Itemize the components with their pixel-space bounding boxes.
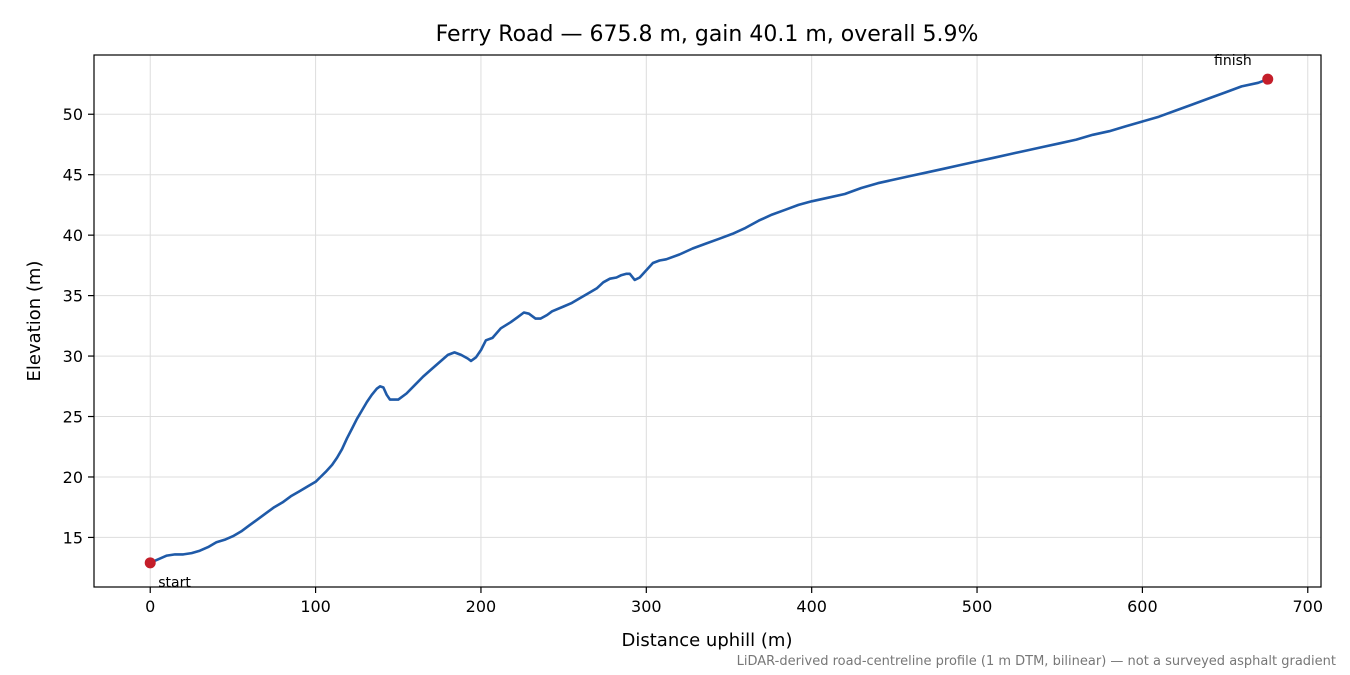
y-tick-label: 40 (63, 226, 83, 245)
axis-ticks: 0 100 200 300 400 500 600 700 15 20 25 30 35 40 45 50 (63, 105, 1323, 616)
y-tick-label: 50 (63, 105, 83, 124)
footnote: LiDAR-derived road-centreline profile (1… (737, 654, 1336, 669)
marker-layer: start finish (144, 53, 1274, 591)
x-tick-label: 100 (300, 597, 331, 616)
y-tick-label: 20 (63, 468, 83, 487)
x-tick-label: 200 (466, 597, 497, 616)
grid-lines (94, 55, 1321, 587)
x-axis-label: Distance uphill (m) (622, 630, 793, 651)
x-tick-label: 0 (145, 597, 155, 616)
x-tick-label: 600 (1127, 597, 1158, 616)
start-label: start (158, 575, 191, 591)
series-layer (148, 77, 1270, 565)
plot-area-frame (93, 54, 1322, 588)
y-tick-label: 25 (63, 408, 83, 427)
x-tick-label: 400 (796, 597, 827, 616)
y-tick-label: 45 (63, 166, 83, 185)
x-tick-label: 300 (631, 597, 662, 616)
start-marker (144, 557, 156, 569)
finish-label: finish (1214, 53, 1252, 69)
finish-marker (1262, 73, 1274, 85)
elevation-series-line (148, 77, 1270, 565)
y-axis-label: Elevation (m) (24, 261, 45, 382)
chart-title: Ferry Road — 675.8 m, gain 40.1 m, overa… (436, 22, 979, 47)
x-tick-label: 700 (1292, 597, 1323, 616)
y-tick-label: 30 (63, 347, 83, 366)
y-tick-label: 35 (63, 287, 83, 306)
x-tick-label: 500 (962, 597, 993, 616)
y-tick-label: 15 (63, 528, 83, 547)
